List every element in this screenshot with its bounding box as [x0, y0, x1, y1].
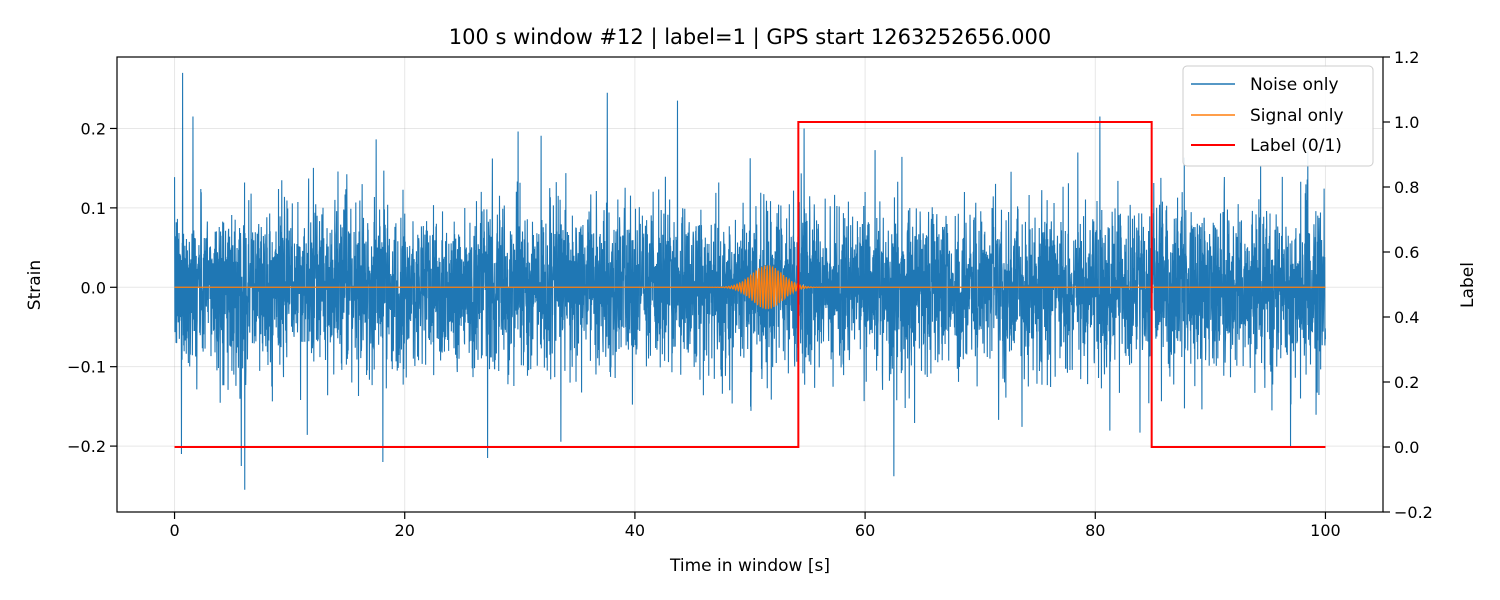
- x-tick-label: 60: [855, 521, 875, 540]
- x-axis-ticks: 0 20 40 60 80 100: [169, 512, 1341, 540]
- x-tick-label: 80: [1085, 521, 1105, 540]
- plot-layer: [174, 72, 1326, 490]
- legend-label-signal: Signal only: [1250, 106, 1344, 126]
- y-tick-label: −0.1: [67, 358, 106, 377]
- y-tick-label: 0.0: [81, 278, 106, 297]
- x-tick-label: 20: [395, 521, 415, 540]
- y2-tick-label: 0.2: [1394, 373, 1419, 392]
- x-axis-label: Time in window [s]: [669, 556, 830, 576]
- legend-box: [1182, 65, 1374, 167]
- y2-axis-ticks: −0.2 0.0 0.2 0.4 0.6 0.8 1.0 1.2: [1383, 48, 1433, 522]
- label-step-line: [174, 121, 1326, 448]
- chart-title: 100 s window #12 | label=1 | GPS start 1…: [449, 25, 1052, 50]
- legend-label-noise: Noise only: [1250, 75, 1339, 95]
- x-tick-label: 40: [625, 521, 645, 540]
- y2-tick-label: 0.0: [1394, 438, 1419, 457]
- y2-tick-label: 1.2: [1394, 48, 1419, 67]
- y-tick-label: −0.2: [67, 437, 106, 456]
- plot-frame: [116, 56, 1384, 513]
- signal-only-line: [174, 264, 1326, 310]
- y2-tick-label: −0.2: [1394, 503, 1433, 522]
- x-tick-label: 0: [169, 521, 179, 540]
- y2-tick-label: 1.0: [1394, 113, 1419, 132]
- y-axis-label: Strain: [25, 260, 45, 310]
- legend: Noise only Signal only Label (0/1): [1182, 65, 1374, 167]
- y2-tick-label: 0.6: [1394, 243, 1419, 262]
- y2-tick-label: 0.4: [1394, 308, 1419, 327]
- x-tick-label: 100: [1310, 521, 1341, 540]
- legend-label-label: Label (0/1): [1250, 136, 1342, 156]
- y2-axis-label: Label: [1458, 262, 1478, 308]
- y-tick-label: 0.1: [81, 199, 106, 218]
- y-tick-label: 0.2: [81, 119, 106, 138]
- y2-tick-label: 0.8: [1394, 178, 1419, 197]
- y-axis-ticks: −0.2 −0.1 0.0 0.1 0.2: [67, 119, 117, 456]
